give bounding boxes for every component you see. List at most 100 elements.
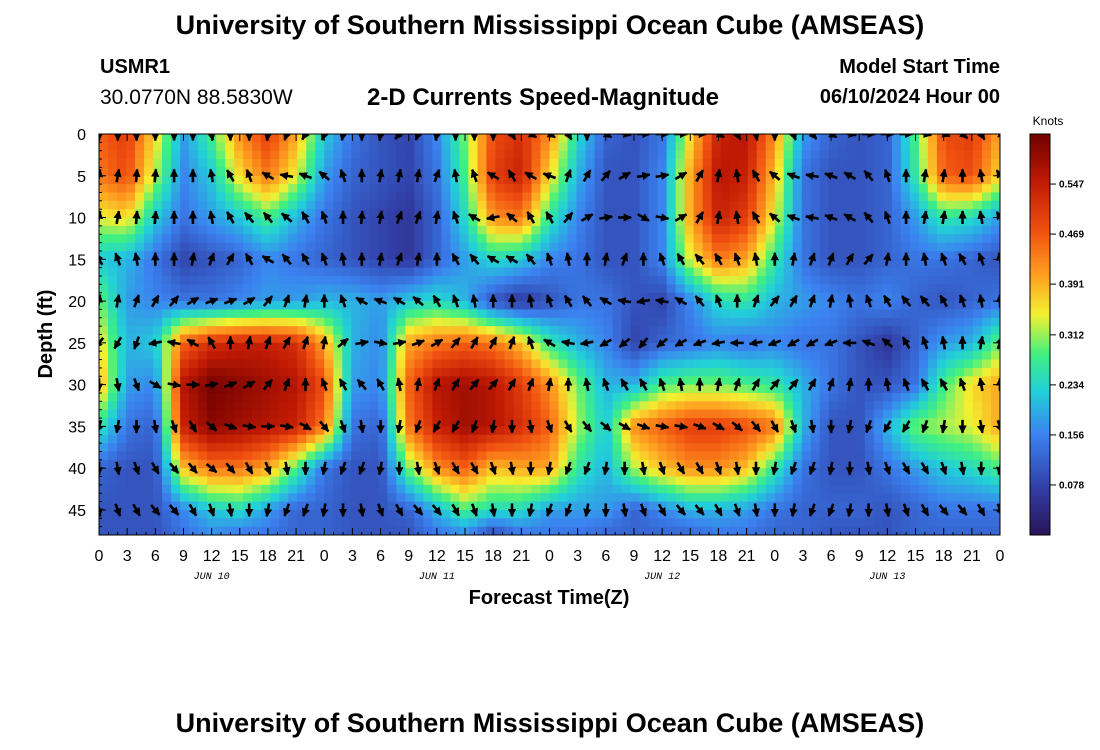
heatmap-cell [531,434,542,444]
heatmap-cell [333,493,343,503]
heatmap-cell [243,284,253,294]
heatmap-cell [477,392,488,402]
heatmap-cell [423,234,433,244]
heatmap-cell [594,209,605,219]
heatmap-cell [414,342,424,352]
heatmap-cell [846,367,857,377]
heatmap-cell [117,501,127,511]
heatmap-cell [756,459,767,469]
heatmap-cell [324,451,334,461]
heatmap-cell [378,351,388,361]
heatmap-cell [540,459,551,469]
heatmap-cell [576,150,587,160]
heatmap-cell [216,509,226,519]
heatmap-cell [540,184,551,194]
heatmap-cell [630,242,641,252]
heatmap-cell [963,392,974,402]
heatmap-cell [126,334,136,344]
heatmap-cell [846,451,857,461]
heatmap-cell [495,317,506,327]
heatmap-cell [684,409,695,419]
heatmap-cell [225,401,235,411]
heatmap-cell [306,501,316,511]
heatmap-cell [765,509,776,519]
heatmap-cell [441,326,451,336]
heatmap-cell [126,292,136,302]
heatmap-cell [891,518,902,528]
heatmap-cell [693,409,704,419]
heatmap-cell [450,150,460,160]
heatmap-cell [702,334,713,344]
heatmap-cell [279,493,289,503]
heatmap-cell [126,267,136,277]
heatmap-cell [792,518,803,528]
heatmap-cell [720,317,731,327]
heatmap-cell [594,526,605,535]
heatmap-cell [576,259,587,269]
heatmap-cell [351,301,361,311]
heatmap-cell [990,459,1000,469]
heatmap-cell [243,476,253,486]
heatmap-cell [162,159,172,169]
heatmap-cell [468,484,479,494]
heatmap-cell [918,276,929,285]
heatmap-cell [450,200,460,210]
heatmap-cell [477,134,488,143]
heatmap-cell [99,284,109,294]
heatmap-cell [729,142,740,152]
heatmap-cell [783,159,794,169]
heatmap-cell [171,493,181,503]
heatmap-cell [207,418,217,427]
heatmap-cell [945,376,956,386]
heatmap-cell [558,192,569,202]
heatmap-cell [234,150,244,160]
heatmap-cell [315,142,325,152]
heatmap-cell [432,518,442,528]
heatmap-cell [135,434,145,444]
heatmap-cell [459,484,470,494]
heatmap-cell [693,342,704,352]
heatmap-cell [540,359,551,369]
heatmap-cell [603,326,614,336]
heatmap-cell [585,259,596,269]
heatmap-cell [504,267,515,277]
heatmap-cell [450,401,460,411]
heatmap-cell [927,351,938,361]
heatmap-cell [864,484,875,494]
heatmap-cell [864,451,875,461]
heatmap-cell [513,418,524,427]
heatmap-cell [180,242,190,252]
heatmap-cell [666,459,677,469]
heatmap-cell [378,409,388,419]
heatmap-cell [198,167,208,177]
heatmap-cell [828,317,839,327]
heatmap-cell [252,376,262,386]
heatmap-cell [972,259,983,269]
heatmap-cell [747,476,758,486]
heatmap-cell [819,367,830,377]
heatmap-cell [360,234,370,244]
heatmap-cell [216,225,226,235]
heatmap-cell [351,292,361,302]
heatmap-cell [585,526,596,535]
heatmap-cell [909,459,920,469]
heatmap-cell [270,509,280,519]
heatmap-cell [648,309,659,319]
heatmap-cell [378,276,388,285]
heatmap-cell [243,351,253,361]
heatmap-cell [288,209,298,219]
heatmap-cell [126,150,136,160]
heatmap-cell [990,200,1000,210]
current-arrow [601,252,610,266]
heatmap-cell [648,451,659,461]
heatmap-cell [432,476,442,486]
heatmap-cell [234,476,244,486]
heatmap-cell [495,301,506,311]
heatmap-cell [297,267,307,277]
heatmap-cell [351,384,361,394]
heatmap-cell [666,526,677,535]
heatmap-cell [441,309,451,319]
heatmap-cell [288,259,298,269]
heatmap-cell [243,518,253,528]
heatmap-cell [306,209,316,219]
